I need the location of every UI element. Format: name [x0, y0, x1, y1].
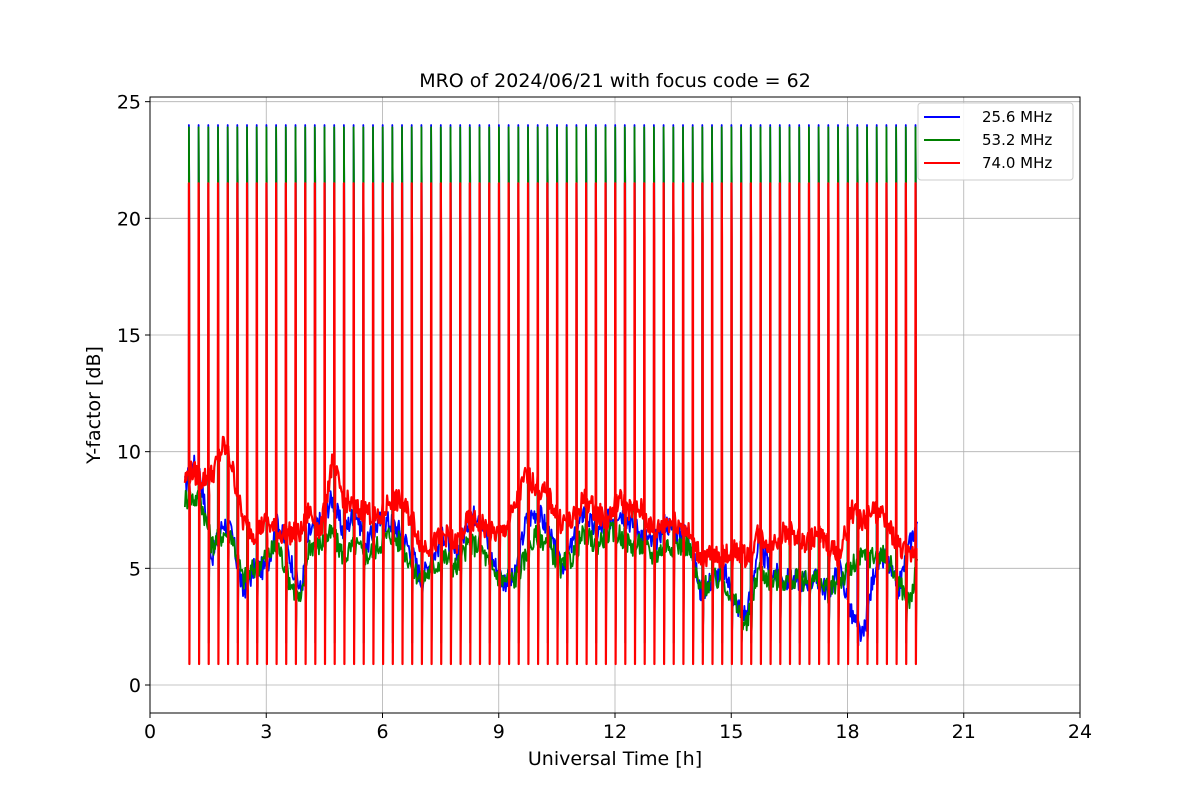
- x-tick-label: 0: [144, 721, 156, 743]
- legend-label-series-0: 25.6 MHz: [982, 108, 1052, 126]
- y-axis-label: Y-factor [dB]: [83, 346, 105, 465]
- legend-box: [917, 102, 1074, 181]
- y-tick-label: 0: [129, 675, 141, 697]
- x-tick-label: 3: [260, 721, 272, 743]
- y-tick-label: 5: [129, 558, 141, 580]
- x-tick-label: 9: [493, 721, 505, 743]
- x-tick-label: 15: [719, 721, 743, 743]
- x-axis-label: Universal Time [h]: [528, 748, 702, 770]
- tick-layer: 0 3 6 9 12 15 18 21 24 0 5 10 15 20 25: [117, 92, 1092, 743]
- x-tick-label: 24: [1068, 721, 1092, 743]
- x-tick-label: 6: [376, 721, 388, 743]
- x-tick-label: 12: [603, 721, 627, 743]
- x-tick-label: 18: [835, 721, 859, 743]
- series-line-2: [183, 182, 918, 666]
- legend-label-series-1: 53.2 MHz: [982, 131, 1052, 149]
- series-layer: [183, 124, 919, 666]
- legend: 25.6 MHz 53.2 MHz 74.0 MHz: [917, 102, 1074, 181]
- legend-label-series-2: 74.0 MHz: [982, 154, 1052, 172]
- chart-title: MRO of 2024/06/21 with focus code = 62: [419, 70, 811, 92]
- y-tick-label: 25: [117, 92, 141, 114]
- y-tick-label: 20: [117, 208, 141, 230]
- x-tick-label: 21: [952, 721, 976, 743]
- y-tick-label: 10: [117, 442, 141, 464]
- y-tick-label: 15: [117, 325, 141, 347]
